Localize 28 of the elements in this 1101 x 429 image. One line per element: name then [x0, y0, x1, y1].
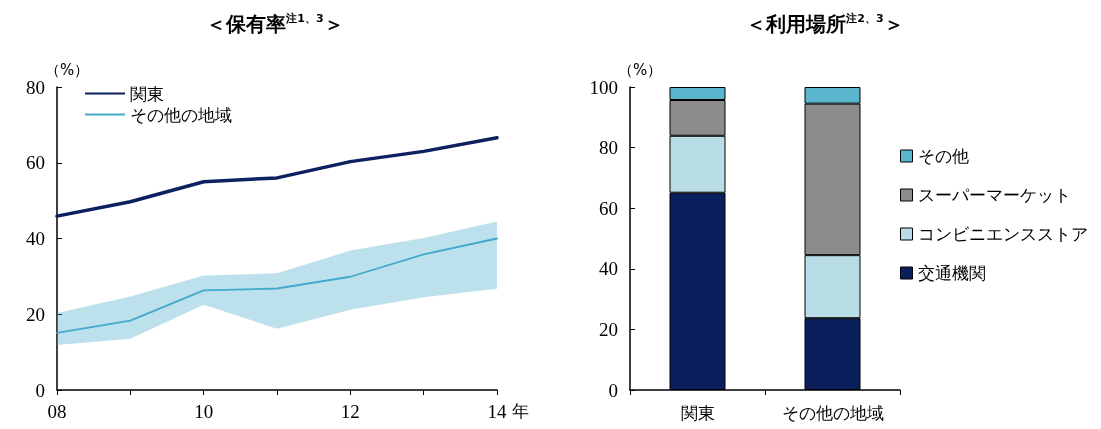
- y-tick-label: 60: [26, 152, 45, 174]
- legend-label: スーパーマーケット: [917, 185, 1071, 205]
- y-tick-label: 0: [35, 379, 45, 401]
- y-axis-title: （%）: [45, 61, 90, 80]
- y-tick-label: 0: [608, 379, 618, 401]
- legend-label: その他の地域: [130, 104, 232, 125]
- legend-label: 交通機関: [917, 263, 986, 283]
- y-tick-label: 80: [26, 76, 45, 98]
- x-tick-label: 08: [47, 401, 67, 422]
- x-tick-label: 12: [340, 401, 360, 422]
- y-tick-label: 20: [599, 318, 618, 340]
- line-series: [56, 237, 498, 334]
- x-tick-label: 関東: [680, 402, 715, 423]
- y-tick-label: 40: [26, 228, 45, 249]
- x-tick-label: 10: [194, 401, 214, 422]
- legend-label: 関東: [130, 83, 164, 104]
- y-tick-label: 100: [589, 76, 618, 98]
- line-series: [55, 136, 499, 218]
- y-tick-label: 60: [599, 197, 618, 219]
- x-tick-label: 14: [487, 401, 507, 422]
- x-tick-label: その他の地域: [781, 402, 884, 423]
- legend-label: コンビニエンスストア: [917, 224, 1088, 244]
- x-axis-title: 年: [512, 400, 530, 421]
- y-tick-label: 20: [26, 303, 45, 325]
- y-axis-title: （%）: [618, 61, 663, 80]
- y-tick-label: 80: [599, 137, 618, 159]
- y-tick-label: 40: [599, 258, 618, 280]
- legend-label: その他: [917, 146, 969, 166]
